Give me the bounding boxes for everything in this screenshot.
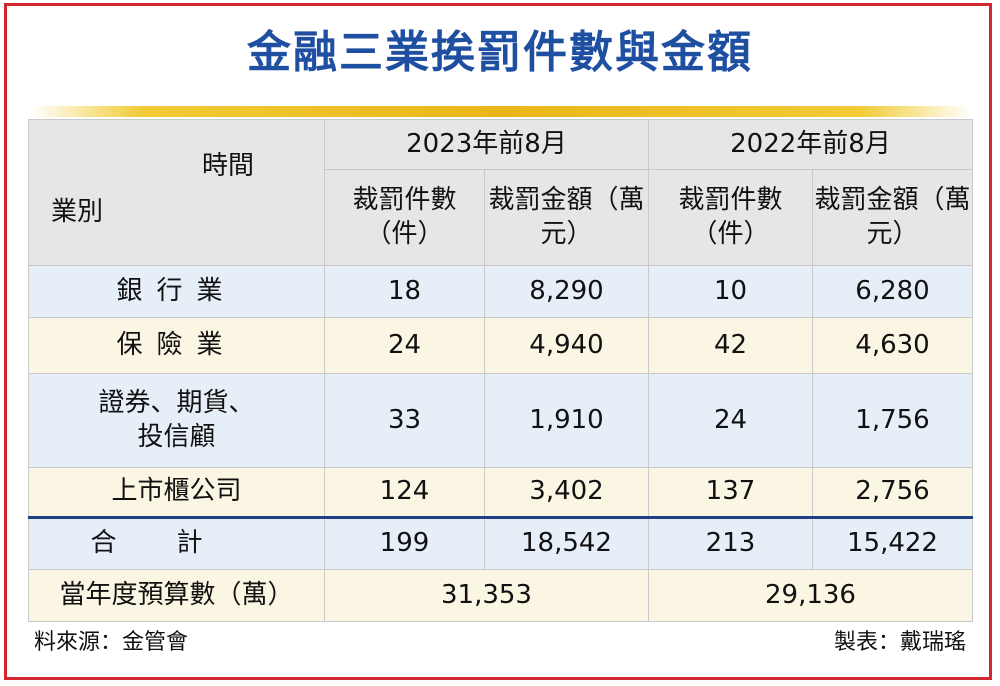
row-label-text: 證券、期貨、投信顧 (98, 387, 255, 452)
cell-value: 2,756 (812, 467, 973, 518)
row-label: 上市櫃公司 (28, 467, 325, 518)
cell-value: 6,280 (812, 265, 973, 318)
cell-value: 4,940 (484, 317, 649, 374)
corner-cell: 時間 業別 (28, 119, 325, 266)
budget-value-2023: 31,353 (324, 569, 649, 622)
cell-value: 124 (324, 467, 485, 518)
header-row-metrics: 裁罰件數（件） 裁罰金額（萬元） 裁罰件數（件） 裁罰金額（萬元） (29, 169, 973, 266)
table-row: 上市櫃公司 124 3,402 137 2,756 (28, 467, 973, 518)
title-underline (30, 106, 972, 117)
cell-value: 1,756 (812, 373, 973, 468)
table-row: 保險業 24 4,940 42 4,630 (28, 317, 973, 374)
budget-row: 當年度預算數（萬） 31,353 29,136 (28, 569, 973, 622)
chart-title: 金融三業挨罰件數與金額 (247, 27, 753, 78)
time-label: 時間 (201, 151, 254, 181)
row-label: 銀行業 (28, 265, 325, 318)
column-header-count-text: 裁罰件數（件） (678, 184, 783, 249)
budget-value-2022: 29,136 (648, 569, 973, 622)
cell-value: 10 (648, 265, 813, 318)
header-row-periods: 時間 業別 2023年前8月 2022年前8月 (28, 119, 973, 266)
total-value: 199 (324, 516, 485, 570)
cell-value: 3,402 (484, 467, 649, 518)
cell-value: 1,910 (484, 373, 649, 468)
row-label: 證券、期貨、投信顧 (28, 373, 325, 468)
column-header-count: 裁罰件數（件） (648, 169, 813, 266)
source-note: 料來源：金管會 (34, 630, 189, 655)
cell-value: 24 (324, 317, 485, 374)
cell-value: 137 (648, 467, 813, 518)
table-row: 證券、期貨、投信顧 33 1,910 24 1,756 (28, 373, 973, 468)
column-header-count: 裁罰件數（件） (324, 169, 485, 266)
total-value: 18,542 (484, 516, 649, 570)
total-value: 15,422 (812, 516, 973, 570)
cell-value: 8,290 (484, 265, 649, 318)
cell-value: 33 (324, 373, 485, 468)
credit-note: 製表：戴瑞瑤 (833, 630, 966, 655)
column-header-amount-text: 裁罰金額（萬元） (488, 184, 645, 249)
category-label: 業別 (51, 197, 104, 227)
column-header-amount-text: 裁罰金額（萬元） (814, 184, 971, 249)
cell-value: 18 (324, 265, 485, 318)
period-header-2022: 2022年前8月 (648, 119, 973, 170)
table-row: 銀行業 18 8,290 10 6,280 (28, 265, 973, 318)
total-label: 合計 (28, 516, 325, 570)
cell-value: 4,630 (812, 317, 973, 374)
cell-value: 42 (648, 317, 813, 374)
column-header-amount: 裁罰金額（萬元） (812, 169, 973, 266)
total-value: 213 (648, 516, 813, 570)
budget-label: 當年度預算數（萬） (28, 569, 325, 622)
column-header-amount: 裁罰金額（萬元） (484, 169, 649, 266)
period-header-2023: 2023年前8月 (324, 119, 649, 170)
column-header-count-text: 裁罰件數（件） (352, 184, 457, 249)
total-row: 合計 199 18,542 213 15,422 (28, 516, 973, 570)
row-label: 保險業 (28, 317, 325, 374)
data-table: 時間 業別 2023年前8月 2022年前8月 裁罰件數（件） 裁罰金額（萬元）… (28, 119, 973, 622)
cell-value: 24 (648, 373, 813, 468)
